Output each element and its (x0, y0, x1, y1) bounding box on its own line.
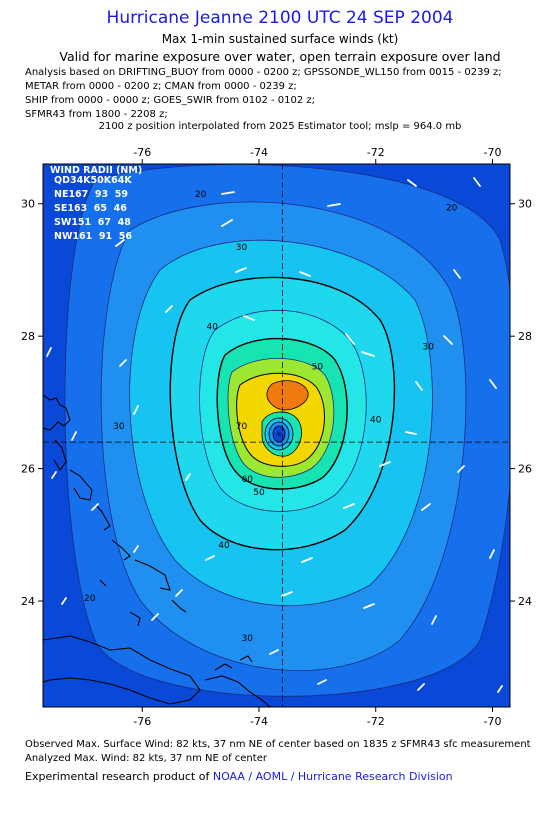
credit-org-link[interactable]: NOAA / AOML / Hurricane Research Divisio… (212, 770, 453, 783)
contour-label: 40 (207, 323, 219, 333)
contour-labels: 20 20 20 30 30 30 30 40 40 40 50 50 60 70 (84, 190, 458, 644)
lon-tick-label-bottom: -76 (133, 715, 151, 728)
wind-radii-header: QD34K50K64K (54, 175, 132, 186)
credit-line: Experimental research product of NOAA / … (25, 770, 453, 783)
wind-barbs (46, 177, 503, 693)
map-frame (42, 163, 511, 708)
wind-band-max (266, 380, 309, 411)
credit-prefix: Experimental research product of (25, 770, 210, 783)
map-axes: -76 -76 -74 -74 -72 -72 -70 -70 30 30 28 28 26 26 24 24 (21, 146, 532, 728)
lat-tick-label-left: 24 (21, 595, 35, 608)
observed-max-wind: Observed Max. Surface Wind: 82 kts, 37 n… (25, 739, 531, 750)
wind-radii-title: WIND RADII (NM) (50, 165, 142, 176)
contour-label: 30 (242, 634, 254, 644)
lon-tick-label-bottom: -70 (484, 715, 502, 728)
contour-label: 20 (84, 594, 96, 604)
analysis-source-line: SFMR43 from 1800 - 2208 z; (25, 109, 168, 120)
contour-label: 30 (236, 243, 248, 253)
contour-label: 40 (370, 415, 382, 425)
lat-tick-label-right: 28 (518, 330, 532, 343)
wind-radii-row: SW151 67 48 (54, 217, 131, 228)
validity-note: Valid for marine exposure over water, op… (59, 49, 501, 64)
lat-tick-label-right: 24 (518, 595, 532, 608)
contour-label: 30 (423, 342, 435, 352)
contour-label: 50 (253, 488, 265, 498)
lon-tick-label-bottom: -72 (367, 715, 385, 728)
map-subtitle: Max 1-min sustained surface winds (kt) (161, 32, 399, 46)
wind-radii-row: NE167 93 59 (54, 189, 128, 200)
wind-radii-row: NW161 91 56 (54, 231, 132, 242)
lon-tick-label-top: -76 (133, 146, 151, 159)
lat-tick-label-right: 30 (518, 198, 532, 211)
analysis-source-line: SHIP from 0000 - 0000 z; GOES_SWIR from … (25, 95, 316, 106)
lon-tick-label-bottom: -74 (250, 715, 268, 728)
eye (276, 431, 282, 437)
coastline (43, 394, 271, 707)
position-note: 2100 z position interpolated from 2025 E… (98, 121, 462, 132)
center-crosshair (43, 164, 510, 707)
lon-tick-label-top: -74 (250, 146, 268, 159)
contour-label: 50 (312, 362, 324, 372)
lat-tick-label-left: 30 (21, 198, 35, 211)
contour-label: 30 (113, 422, 125, 432)
analyzed-max-wind: Analyzed Max. Wind: 82 kts, 37 nm NE of … (25, 753, 267, 764)
analysis-source-line: METAR from 0000 - 0200 z; CMAN from 0000… (25, 81, 297, 92)
lat-tick-label-right: 26 (518, 463, 532, 476)
map-title: Hurricane Jeanne 2100 UTC 24 SEP 2004 (106, 8, 454, 28)
wind-field: 20 20 20 30 30 30 30 40 40 40 50 50 60 70 WIND RADII … (43, 164, 510, 707)
contour-label: 20 (195, 190, 207, 200)
contour-label: 40 (218, 541, 230, 551)
contour-label: 60 (242, 475, 254, 485)
analysis-source-line: Analysis based on DRIFTING_BUOY from 000… (25, 67, 502, 78)
lon-tick-label-top: -70 (484, 146, 502, 159)
lat-tick-label-left: 28 (21, 330, 35, 343)
contour-label: 70 (236, 422, 248, 432)
wind-radii-table: WIND RADII (NM) QD34K50K64K NE167 93 59 … (50, 165, 142, 242)
wind-radii-row: SE163 65 46 (54, 203, 127, 214)
lat-tick-label-left: 26 (21, 463, 35, 476)
lon-tick-label-top: -72 (367, 146, 385, 159)
contour-label: 20 (446, 203, 458, 213)
